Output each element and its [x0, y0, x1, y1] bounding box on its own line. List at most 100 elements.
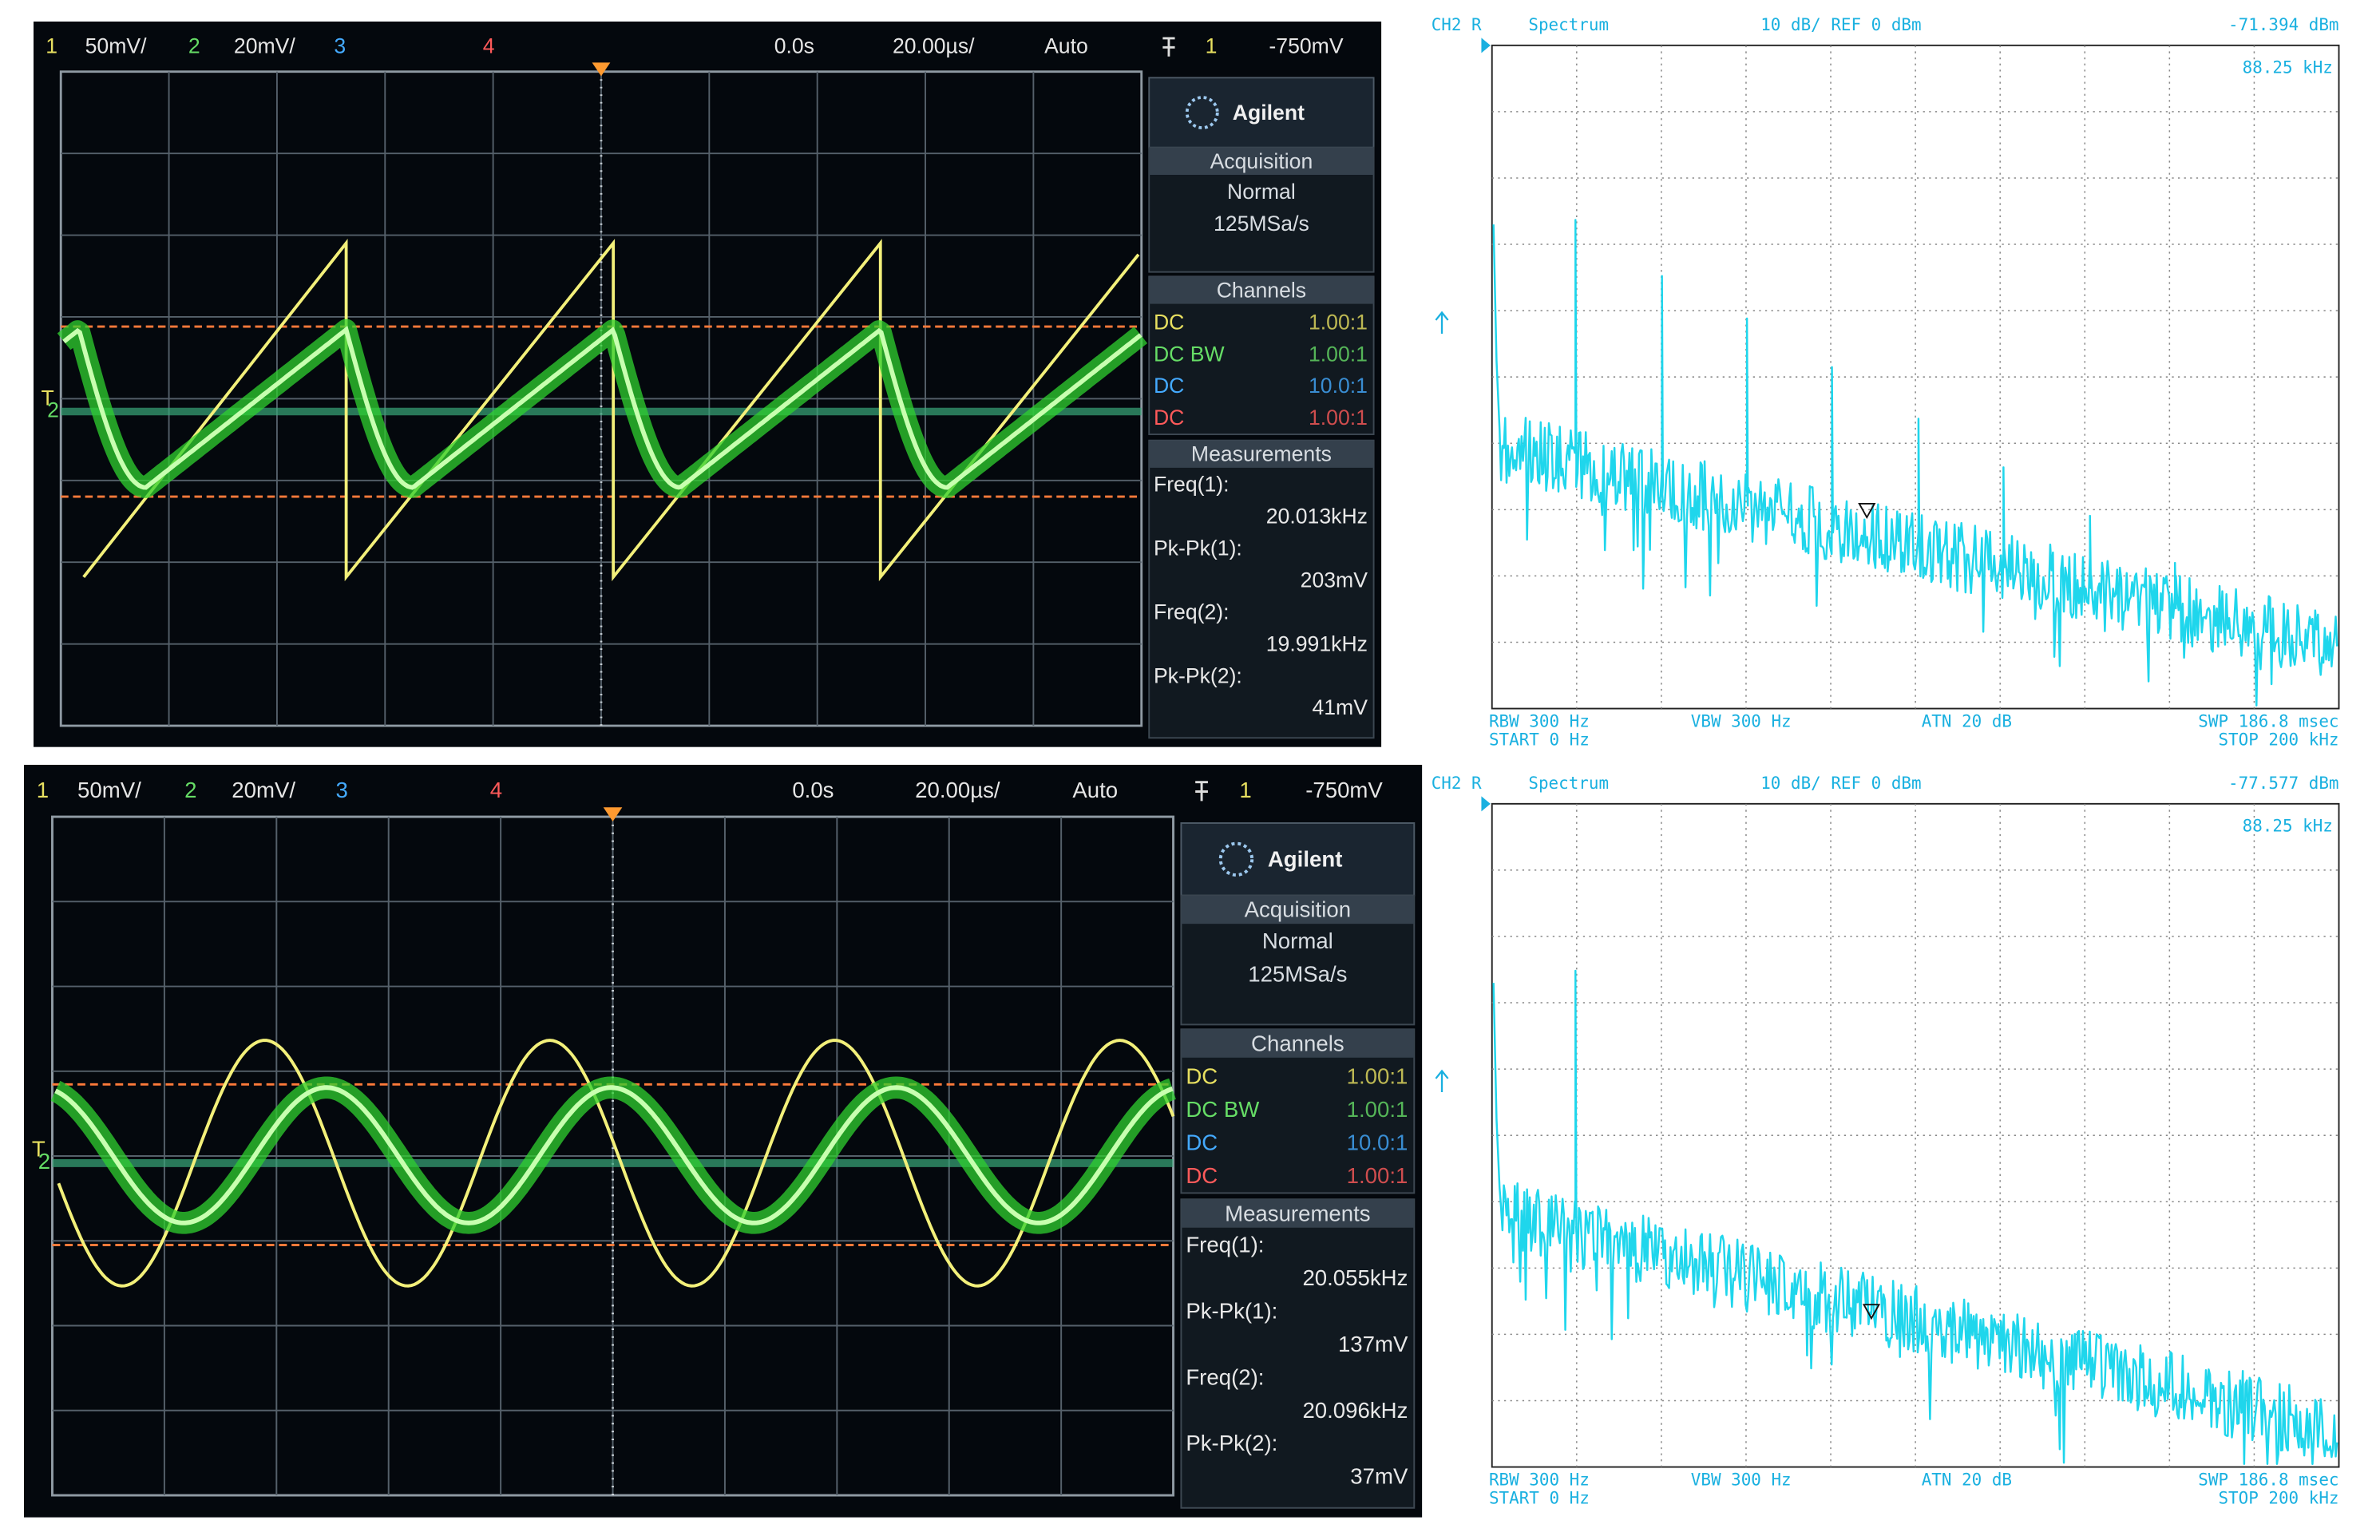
channel-probe: 1.00:1	[1347, 1097, 1408, 1122]
header-trigger-source: 1	[1206, 34, 1218, 57]
channel-coupling: DC	[1154, 310, 1184, 334]
marker-frequency: 88.25 kHz	[2243, 57, 2333, 77]
channel-probe: 1.00:1	[1309, 406, 1368, 430]
acquisition-mode: Normal	[1227, 180, 1296, 204]
mode: Spectrum	[1528, 774, 1609, 793]
footer-swp: SWP 186.8 msec	[2198, 1471, 2338, 1490]
panel-title-bar	[1181, 895, 1415, 924]
header-ch2-scale: 20mV/	[232, 778, 295, 802]
channel: CH2 R	[1432, 15, 1482, 34]
trigger-icon	[1195, 781, 1208, 802]
channel-coupling: DC BW	[1186, 1097, 1259, 1122]
channel-probe: 10.0:1	[1347, 1130, 1408, 1155]
measurement-label: Freq(1):	[1154, 473, 1230, 497]
channel-coupling: DC	[1186, 1064, 1218, 1089]
panel-title-bar	[1149, 276, 1374, 304]
acquisition-mode: Normal	[1262, 928, 1333, 953]
footer-start: START 0 Hz	[1489, 730, 1590, 749]
header-ch1-scale: 50mV/	[85, 34, 148, 57]
channel-marker: 2	[38, 1149, 50, 1174]
measurement-label: Freq(2):	[1186, 1364, 1264, 1389]
header-ch2-label: 2	[184, 778, 196, 802]
header-trigger-level: -750mV	[1269, 34, 1343, 57]
reference-arrow	[1481, 38, 1491, 53]
header-trigger-source: 1	[1239, 778, 1251, 802]
channel-probe: 1.00:1	[1347, 1163, 1408, 1188]
spectrum-analyzer: CH2 R Spectrum 10 dB/ REF 0 dBm -77.577 dBm…	[1432, 774, 2340, 1507]
header-ch2-label: 2	[188, 34, 200, 57]
scale: 10 dB/ REF 0 dBm	[1760, 15, 1921, 34]
panel-title: Acquisition	[1210, 149, 1313, 173]
channel-probe: 1.00:1	[1309, 310, 1368, 334]
panel-title: Channels	[1251, 1031, 1344, 1055]
measurement-value: 20.096kHz	[1302, 1398, 1408, 1423]
panel-title: Measurements	[1191, 442, 1332, 466]
trigger-position	[603, 807, 623, 821]
marker	[1858, 502, 1876, 519]
measurement-value: 20.055kHz	[1302, 1265, 1408, 1290]
header-trigger-mode: Auto	[1044, 34, 1088, 57]
measurement-label: Freq(1):	[1186, 1233, 1264, 1257]
measurement-value: 41mV	[1312, 695, 1368, 719]
channel: CH2 R	[1432, 774, 1482, 793]
header-ch3-label: 3	[334, 34, 346, 57]
acquisition-rate: 125MSa/s	[1214, 212, 1309, 236]
marker-frequency: 88.25 kHz	[2243, 816, 2333, 835]
panel-body	[1148, 439, 1375, 739]
channel-coupling: DC	[1186, 1130, 1218, 1155]
graticule-border	[1491, 44, 2340, 710]
panel-title-bar	[1149, 440, 1374, 468]
footer-atn: ATN 20 dB	[1922, 712, 2012, 731]
header-ch4-label: 4	[483, 34, 495, 57]
footer-stop: STOP 200 kHz	[2218, 1488, 2338, 1507]
graticule-border	[1491, 802, 2340, 1468]
footer-vbw: VBW 300 Hz	[1691, 1471, 1792, 1490]
marker	[1862, 1304, 1881, 1320]
measurement-value: 203mV	[1301, 568, 1368, 592]
channel-1-trace	[57, 1039, 1175, 1288]
header-trigger-mode: Auto	[1072, 778, 1118, 802]
channel-probe: 10.0:1	[1309, 374, 1368, 398]
mode: Spectrum	[1528, 15, 1609, 34]
channel-2-trace-core	[54, 1085, 1174, 1225]
header-time-scale: 20.00µs/	[893, 34, 975, 57]
footer-stop: STOP 200 kHz	[2218, 730, 2338, 749]
footer-swp: SWP 186.8 msec	[2198, 712, 2338, 731]
header-ch3-label: 3	[335, 778, 347, 802]
acquisition-rate: 125MSa/s	[1248, 962, 1347, 987]
header-ch2-scale: 20mV/	[234, 34, 296, 57]
header-trigger-level: -750mV	[1305, 778, 1383, 802]
panel-body	[1180, 1198, 1416, 1509]
channel-probe: 1.00:1	[1309, 342, 1368, 366]
measurement-label: Pk-Pk(2):	[1154, 663, 1242, 687]
panel-title: Measurements	[1225, 1201, 1371, 1225]
measurement-value: 137mV	[1338, 1332, 1408, 1356]
measurement-value: 20.013kHz	[1266, 505, 1368, 529]
channel-marker: 2	[47, 398, 59, 422]
trigger-marker: T	[42, 386, 54, 410]
brand-box	[1180, 821, 1416, 897]
measurement-label: Pk-Pk(2):	[1186, 1431, 1277, 1455]
brand-box	[1148, 77, 1375, 148]
channel-coupling: DC	[1154, 374, 1184, 398]
channel-1-trace	[82, 239, 1140, 582]
measurement-label: Freq(2):	[1154, 600, 1230, 624]
panel-title-bar	[1181, 1199, 1415, 1228]
measurement-value: 19.991kHz	[1266, 631, 1368, 655]
brand: Agilent	[1268, 847, 1343, 872]
channel-probe: 1.00:1	[1347, 1064, 1408, 1089]
channel-2-trace-core	[62, 325, 1142, 490]
header-ch1-scale: 50mV/	[77, 778, 141, 802]
panel-title: Acquisition	[1245, 897, 1351, 922]
scale: 10 dB/ REF 0 dBm	[1760, 774, 1921, 793]
reference-arrow	[1481, 796, 1491, 812]
header-time-offset: 0.0s	[774, 34, 814, 57]
header-ch1-label: 1	[46, 34, 57, 57]
trigger-position	[592, 62, 611, 77]
oscilloscope: 1 50mV/2 20mV/3 4 0.0s 20.00µs/Auto 1 -750mVT2A…	[34, 22, 1382, 747]
footer-start: START 0 Hz	[1489, 1488, 1590, 1507]
footer-atn: ATN 20 dB	[1922, 1471, 2012, 1490]
measurement-value: 37mV	[1350, 1464, 1408, 1489]
